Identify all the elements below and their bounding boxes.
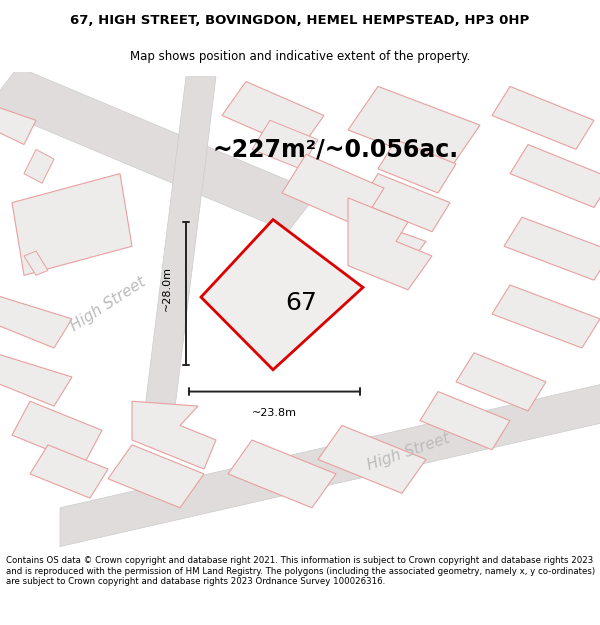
Polygon shape xyxy=(222,81,324,149)
Polygon shape xyxy=(30,445,108,498)
Polygon shape xyxy=(24,251,48,275)
Text: ~23.8m: ~23.8m xyxy=(252,408,297,418)
Polygon shape xyxy=(378,139,456,193)
Polygon shape xyxy=(24,149,54,183)
Polygon shape xyxy=(12,174,132,275)
Polygon shape xyxy=(360,174,450,232)
Polygon shape xyxy=(108,445,204,508)
Text: ~227m²/~0.056ac.: ~227m²/~0.056ac. xyxy=(213,138,459,161)
Polygon shape xyxy=(348,86,480,169)
Polygon shape xyxy=(348,198,432,290)
Polygon shape xyxy=(132,401,216,469)
Polygon shape xyxy=(0,67,318,232)
Polygon shape xyxy=(492,285,600,348)
Text: 67: 67 xyxy=(286,291,317,315)
Polygon shape xyxy=(492,86,594,149)
Polygon shape xyxy=(60,382,600,546)
Polygon shape xyxy=(201,219,363,370)
Text: 67, HIGH STREET, BOVINGDON, HEMEL HEMPSTEAD, HP3 0HP: 67, HIGH STREET, BOVINGDON, HEMEL HEMPST… xyxy=(70,14,530,27)
Polygon shape xyxy=(252,120,318,169)
Polygon shape xyxy=(318,426,426,493)
Text: ~28.0m: ~28.0m xyxy=(162,266,172,311)
Text: High Street: High Street xyxy=(365,431,451,473)
Polygon shape xyxy=(0,352,72,406)
Text: High Street: High Street xyxy=(68,274,148,334)
Polygon shape xyxy=(144,77,216,416)
Polygon shape xyxy=(354,222,426,266)
Text: Map shows position and indicative extent of the property.: Map shows position and indicative extent… xyxy=(130,49,470,62)
Polygon shape xyxy=(0,106,36,144)
Polygon shape xyxy=(12,401,102,464)
Polygon shape xyxy=(510,144,600,208)
Polygon shape xyxy=(420,391,510,450)
Polygon shape xyxy=(456,352,546,411)
Polygon shape xyxy=(0,294,72,348)
Polygon shape xyxy=(282,154,384,227)
Polygon shape xyxy=(228,440,336,508)
Polygon shape xyxy=(504,217,600,280)
Text: Contains OS data © Crown copyright and database right 2021. This information is : Contains OS data © Crown copyright and d… xyxy=(6,556,595,586)
